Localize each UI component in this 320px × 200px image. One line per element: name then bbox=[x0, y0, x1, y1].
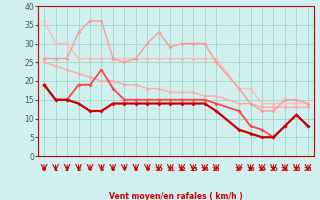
X-axis label: Vent moyen/en rafales ( km/h ): Vent moyen/en rafales ( km/h ) bbox=[109, 192, 243, 200]
